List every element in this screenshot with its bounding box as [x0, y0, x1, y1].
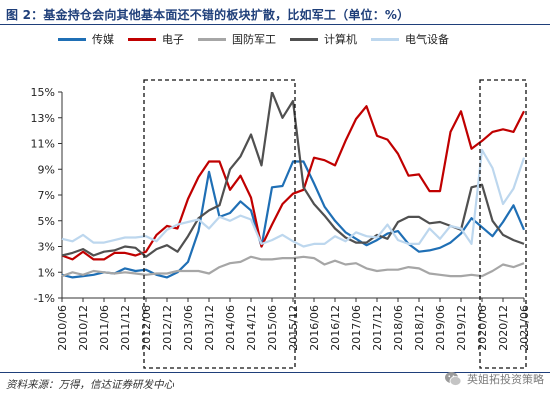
watermark-text: 英姐拓投资策略: [467, 373, 544, 386]
legend-item: 电子: [128, 31, 184, 47]
y-tick-label: -1%: [34, 292, 55, 305]
x-tick-label: 2013/12: [203, 305, 216, 351]
x-tick-label: 2016/12: [329, 305, 342, 351]
watermark: 英姐拓投资策略: [444, 370, 544, 388]
x-tick-label: 2011/12: [119, 305, 132, 351]
x-tick-label: 2010/06: [56, 305, 69, 351]
x-tick-label: 2016/06: [308, 305, 321, 351]
wechat-icon: [445, 372, 462, 386]
chart-legend: 传媒 电子 国防军工 计算机 电气设备: [58, 30, 449, 48]
legend-swatch: [58, 37, 86, 41]
highlight-box: [143, 79, 296, 369]
legend-swatch: [290, 37, 318, 41]
x-tick-label: 2020/12: [497, 305, 510, 351]
line-chart: -1% 1% 3% 5% 7% 9% 11% 13% 15% 2010/06 2010/12 2011…: [31, 79, 531, 369]
highlight-box: [479, 79, 527, 369]
x-tick-label: 2020/06: [476, 305, 489, 351]
y-tick-label: 1%: [38, 266, 55, 279]
x-tick-label: 2013/06: [182, 305, 195, 351]
legend-item: 电气设备: [371, 31, 449, 47]
legend-item: 计算机: [290, 31, 357, 47]
legend-item: 传媒: [58, 31, 114, 47]
x-tick-label: 2018/06: [392, 305, 405, 351]
y-tick-label: 11%: [31, 138, 55, 151]
x-tick-label: 2019/06: [434, 305, 447, 351]
series-line-2: [61, 105, 525, 261]
x-tick-label: 2012/06: [140, 305, 153, 351]
series-line-5: [61, 148, 526, 248]
chart-title: 图 2：基金持仓会向其他基本面还不错的板块扩散，比如军工（单位：%）: [6, 8, 410, 22]
source-note: 资料来源：万得，信达证券研发中心: [6, 379, 174, 391]
legend-swatch: [128, 37, 156, 41]
series-line-3: [61, 255, 525, 278]
x-tick-label: 2017/06: [350, 305, 363, 351]
y-tick-label: 3%: [38, 241, 55, 254]
x-tick-label: 2015/12: [287, 305, 300, 351]
x-tick-label: 2019/12: [455, 305, 468, 351]
x-tick-label: 2017/12: [371, 305, 384, 351]
x-tick-label: 2010/12: [77, 305, 90, 351]
x-tick-label: 2015/06: [266, 305, 279, 351]
y-tick-label: 15%: [31, 86, 55, 99]
legend-label: 电气设备: [405, 33, 449, 46]
legend-label: 传媒: [92, 33, 114, 46]
y-tick-label: 5%: [38, 215, 55, 228]
series-line-1: [61, 160, 526, 279]
x-tick-label: 2011/06: [98, 305, 111, 351]
x-tick-label: 2014/06: [224, 305, 237, 351]
y-tick-label: 7%: [38, 189, 55, 202]
x-tick-label: 2018/12: [413, 305, 426, 351]
y-tick-label: 13%: [31, 112, 55, 125]
x-tick-label: 2012/12: [161, 305, 174, 351]
series-line-4: [61, 92, 525, 258]
legend-label: 国防军工: [232, 33, 276, 46]
x-tick-label: 2014/12: [245, 305, 258, 351]
legend-label: 电子: [162, 33, 184, 46]
legend-label: 计算机: [324, 33, 357, 46]
legend-item: 国防军工: [198, 31, 276, 47]
legend-swatch: [371, 37, 399, 41]
y-tick-label: 9%: [38, 163, 55, 176]
title-rule: [0, 24, 550, 25]
legend-swatch: [198, 37, 226, 41]
x-tick-label: 2021/06: [518, 305, 531, 351]
source-rule: [0, 372, 550, 373]
